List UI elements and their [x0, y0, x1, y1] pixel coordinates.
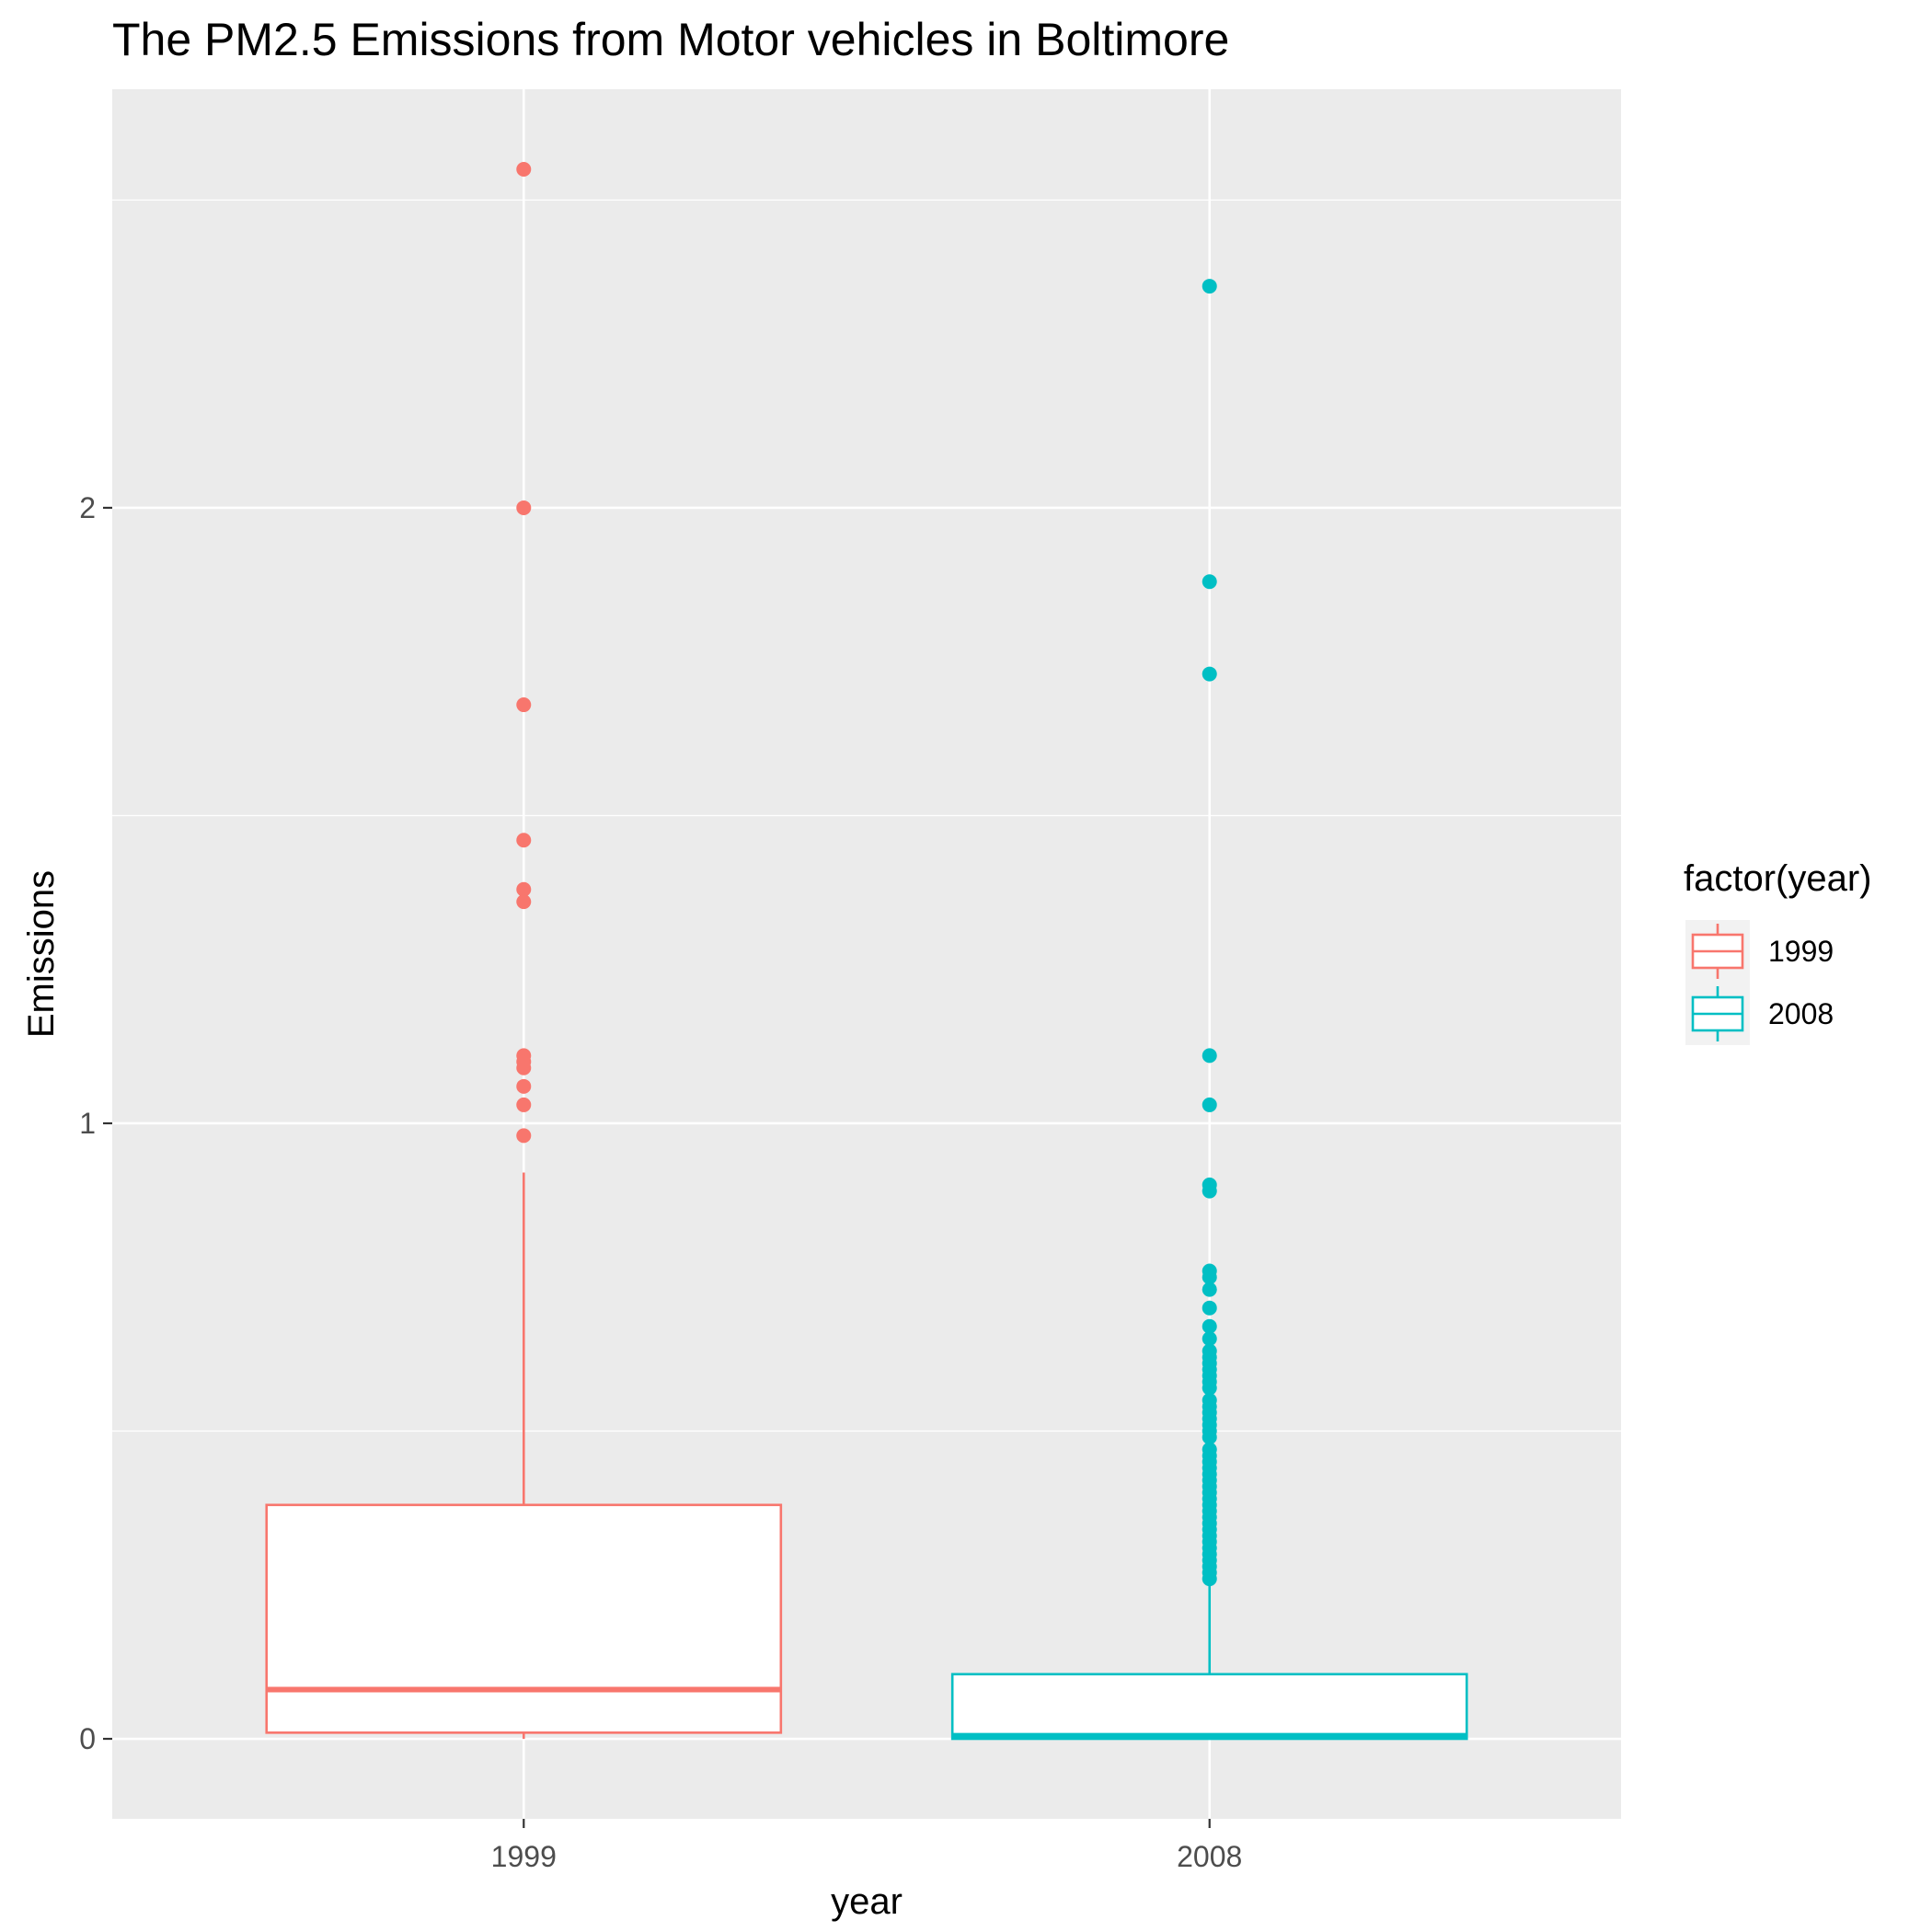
- outlier-point: [516, 833, 532, 848]
- x-axis: 1999 2008: [491, 1819, 1242, 1873]
- outlier-point: [516, 881, 532, 897]
- x-tick-label: 1999: [491, 1840, 557, 1873]
- legend-title: factor(year): [1684, 858, 1872, 899]
- chart-title: The PM2.5 Emissions from Motor vehicles …: [112, 14, 1229, 65]
- x-axis-title: year: [831, 1881, 903, 1922]
- legend: factor(year) 1999 2008: [1684, 858, 1872, 1045]
- outlier-point: [1202, 1380, 1217, 1396]
- legend-entry-1999: 1999: [1685, 920, 1834, 983]
- outlier-point: [516, 894, 532, 910]
- y-axis: 0 1 2: [79, 491, 112, 1755]
- outlier-point: [1202, 1270, 1217, 1285]
- outlier-point: [516, 1078, 532, 1094]
- x-tick-label: 2008: [1177, 1840, 1242, 1873]
- outlier-point: [1202, 1430, 1217, 1445]
- outlier-point: [516, 1060, 532, 1075]
- y-axis-title: Emissions: [21, 870, 62, 1038]
- outlier-point: [1202, 1282, 1217, 1297]
- outlier-point: [1202, 666, 1217, 682]
- y-tick-label: 2: [79, 491, 96, 524]
- outlier-point: [1202, 1571, 1217, 1587]
- outlier-point: [1202, 574, 1217, 590]
- grid-minor: [112, 199, 1621, 1432]
- box-iqr: [265, 1503, 783, 1734]
- outlier-point: [516, 1097, 532, 1112]
- boxes: [265, 161, 1468, 1741]
- outlier-point: [1202, 279, 1217, 294]
- legend-label: 1999: [1768, 935, 1834, 968]
- y-tick-label: 0: [79, 1722, 96, 1755]
- outlier-point: [1202, 1183, 1217, 1199]
- outlier-point: [516, 500, 532, 515]
- box-iqr: [950, 1673, 1468, 1741]
- outlier-point: [1202, 1331, 1217, 1347]
- box-group-2008: [950, 279, 1468, 1741]
- legend-label: 2008: [1768, 997, 1834, 1030]
- outlier-point: [1202, 1318, 1217, 1334]
- box-group-1999: [265, 161, 783, 1740]
- legend-entry-2008: 2008: [1685, 983, 1834, 1045]
- outlier-point: [1202, 1097, 1217, 1112]
- outlier-point: [516, 697, 532, 713]
- outlier-point: [516, 161, 532, 177]
- y-tick-label: 1: [79, 1107, 96, 1140]
- outlier-point: [516, 1128, 532, 1144]
- outlier-point: [1202, 1300, 1217, 1316]
- outlier-point: [1202, 1048, 1217, 1064]
